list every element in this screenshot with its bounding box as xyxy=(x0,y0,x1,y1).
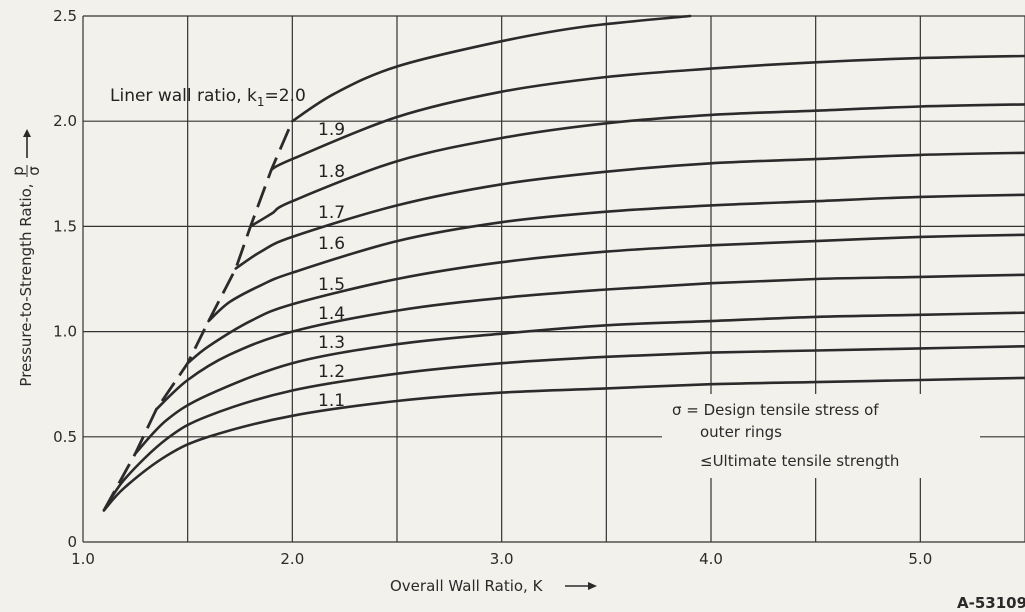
y-axis-label-denominator: σ xyxy=(25,166,43,176)
x-tick-label: 3.0 xyxy=(490,550,514,568)
series-line-1.1 xyxy=(102,376,1025,512)
annotation-box xyxy=(662,394,980,478)
series-line-1.5 xyxy=(186,233,1025,365)
tick-labels: 1.0 2.0 3.0 4.0 5.0 0 0.5 1.0 1.5 2.0 2.5 xyxy=(53,7,932,568)
data-series xyxy=(102,14,1025,512)
curve-label-1.1: 1.1 xyxy=(318,391,345,411)
y-tick-label: 1.0 xyxy=(53,323,77,341)
y-tick-label: 2.5 xyxy=(53,7,77,25)
y-axis-label-numerator: p xyxy=(9,166,27,176)
y-tick-label: 0.5 xyxy=(53,428,77,446)
annotation: σ = Design tensile stress of outer rings… xyxy=(672,401,899,470)
y-tick-label: 2.0 xyxy=(53,112,77,130)
curve-label-1.6: 1.6 xyxy=(318,234,345,254)
dashed-envelope-line xyxy=(102,120,294,512)
series-line-1.9 xyxy=(270,54,1025,171)
x-axis-label-text: Overall Wall Ratio, K xyxy=(390,577,544,595)
y-tick-label: 1.5 xyxy=(53,217,77,235)
annotation-line-3: ≤Ultimate tensile strength xyxy=(700,452,899,470)
y-axis-arrow-head xyxy=(23,129,31,137)
curve-labels: 1.1 1.2 1.3 1.4 1.5 1.6 1.7 1.8 1.9 xyxy=(318,120,345,411)
y-axis-label-text: Pressure-to-Strength Ratio, xyxy=(17,183,35,386)
y-axis-label: Pressure-to-Strength Ratio, p σ xyxy=(9,129,43,387)
series-line-1.6 xyxy=(207,193,1025,323)
annotation-line-1: σ = Design tensile stress of xyxy=(672,401,879,419)
x-tick-label: 5.0 xyxy=(908,550,932,568)
series-line-1.3 xyxy=(134,311,1025,455)
x-tick-label: 2.0 xyxy=(280,550,304,568)
curve-label-1.2: 1.2 xyxy=(318,362,345,382)
curve-label-1.9: 1.9 xyxy=(318,120,345,140)
curve-label-1.4: 1.4 xyxy=(318,304,345,324)
series-line-1.7 xyxy=(234,151,1025,270)
curve-label-1.8: 1.8 xyxy=(318,162,345,182)
x-axis-arrow-head xyxy=(588,582,597,590)
curve-label-1.5: 1.5 xyxy=(318,275,345,295)
curve-title: Liner wall ratio, k1=2.0 xyxy=(110,86,306,109)
y-tick-label: 0 xyxy=(67,533,77,551)
annotation-line-2: outer rings xyxy=(700,423,782,441)
x-tick-label: 1.0 xyxy=(71,550,95,568)
figure-id: A-53109 xyxy=(957,594,1025,612)
series-line-1.4 xyxy=(155,273,1025,411)
x-axis-label: Overall Wall Ratio, K xyxy=(390,577,597,595)
series-line-2.0 xyxy=(291,14,692,123)
series-line-1.8 xyxy=(249,103,1025,228)
curve-label-1.3: 1.3 xyxy=(318,333,345,353)
x-tick-label: 4.0 xyxy=(699,550,723,568)
gridlines xyxy=(82,15,1025,543)
series-line-1.2 xyxy=(102,345,1025,512)
curve-label-1.7: 1.7 xyxy=(318,203,345,223)
